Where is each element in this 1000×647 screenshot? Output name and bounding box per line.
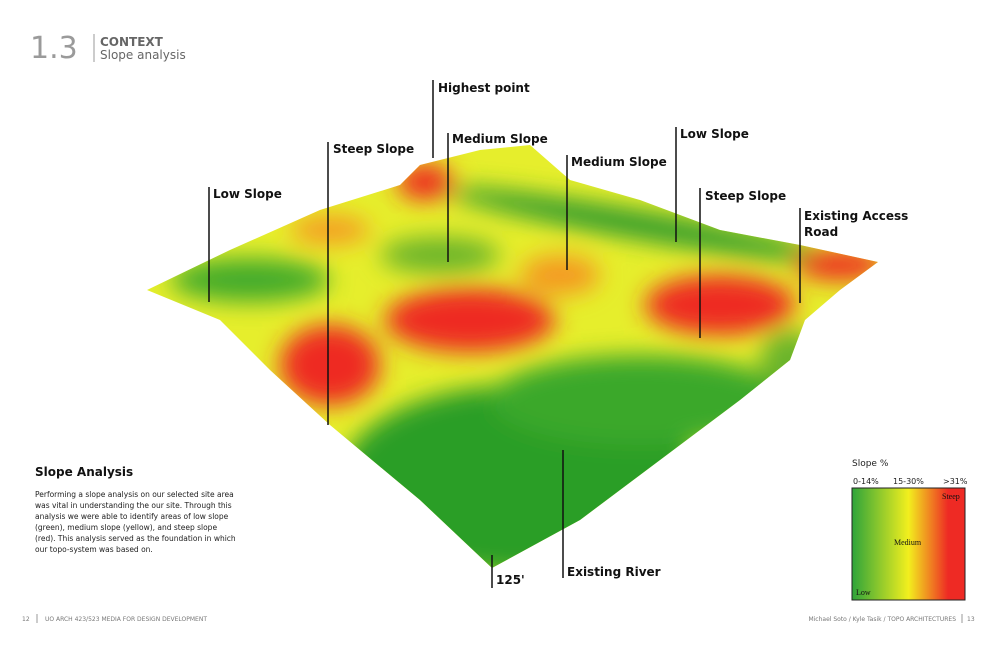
footer-text: Michael Soto / Kyle Tasik / TOPO ARCHITE… <box>808 616 956 623</box>
description-title: Slope Analysis <box>35 465 133 479</box>
legend-label: Medium <box>894 538 922 547</box>
annotation: Low Slope <box>680 127 749 141</box>
section-title: CONTEXT <box>100 35 164 49</box>
description-line: (red). This analysis served as the found… <box>35 534 236 543</box>
annotation: Existing River <box>567 565 661 579</box>
legend-range: >31% <box>943 477 968 486</box>
page-number: 12 <box>22 616 30 623</box>
page-number: 13 <box>967 616 975 623</box>
annotation: Medium Slope <box>571 155 667 169</box>
legend-gradient <box>851 487 966 601</box>
annotation: Existing Access <box>804 209 908 223</box>
legend-range: 15-30% <box>893 477 924 486</box>
annotation: 125' <box>496 573 525 587</box>
description-line: our topo-system was based on. <box>35 545 153 554</box>
description-line: analysis we were able to identify areas … <box>35 512 229 521</box>
legend-label: Steep <box>942 492 960 501</box>
annotation: Highest point <box>438 81 530 95</box>
section-subtitle: Slope analysis <box>100 48 186 62</box>
legend-label: Low <box>856 588 871 597</box>
legend-title: Slope % <box>852 459 889 469</box>
terrain <box>147 145 878 568</box>
annotation: Low Slope <box>213 187 282 201</box>
annotations: Highest point Steep Slope Medium Slope M… <box>208 80 908 588</box>
legend-range: 0-14% <box>853 477 879 486</box>
description-line: Performing a slope analysis on our selec… <box>35 490 234 499</box>
annotation: Steep Slope <box>333 142 414 156</box>
description: Performing a slope analysis on our selec… <box>35 490 236 554</box>
annotation: Medium Slope <box>452 132 548 146</box>
section-number: 1.3 <box>30 31 78 66</box>
description-line: was vital in understanding the our site.… <box>35 501 232 510</box>
footer-text: UO ARCH 423/523 MEDIA FOR DESIGN DEVELOP… <box>45 616 207 623</box>
annotation: Steep Slope <box>705 189 786 203</box>
description-line: (green), medium slope (yellow), and stee… <box>35 523 217 532</box>
annotation: Road <box>804 225 838 239</box>
